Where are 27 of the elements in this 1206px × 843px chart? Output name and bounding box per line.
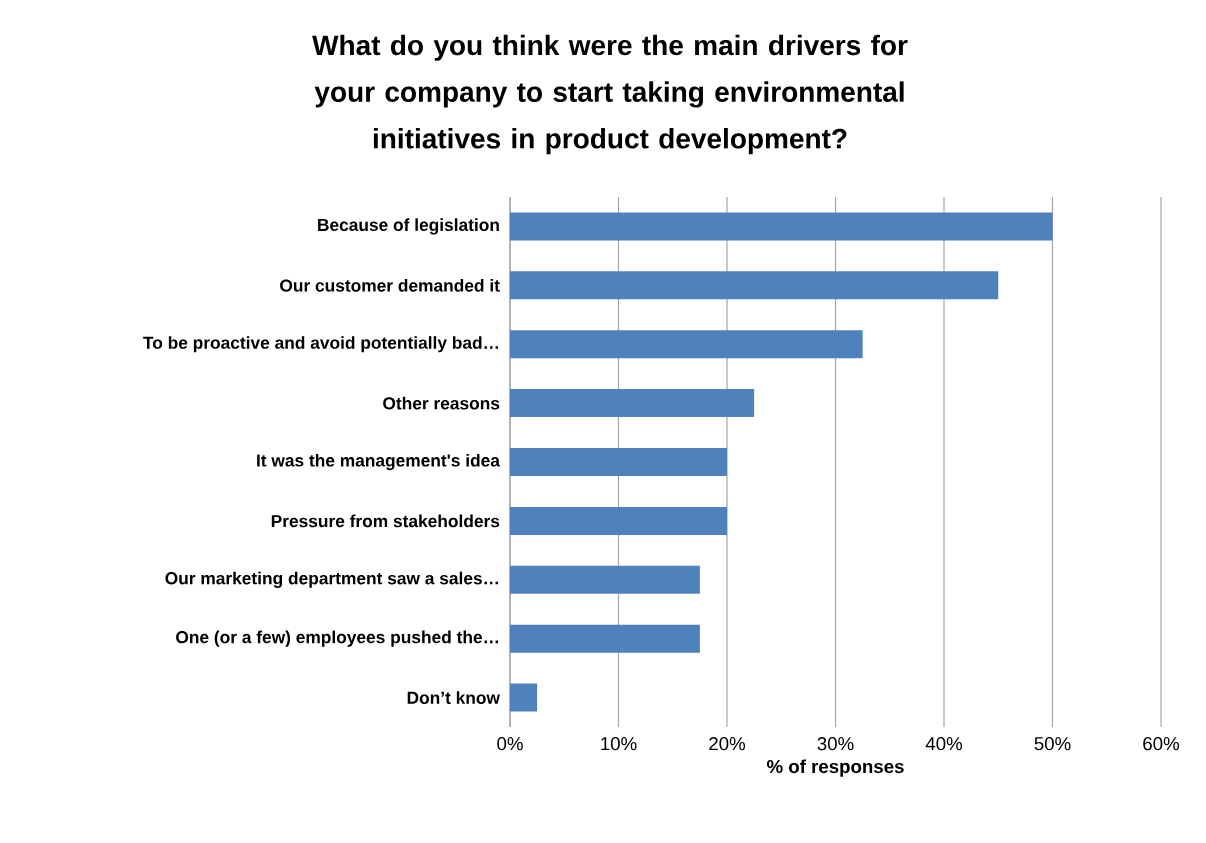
x-tick-label: 0% bbox=[497, 737, 523, 751]
y-tick-label: Don’t know bbox=[407, 691, 500, 704]
y-tick-label: Pressure from stakeholders bbox=[271, 514, 500, 528]
x-axis-title: % of responses bbox=[766, 759, 904, 777]
y-tick-label: Other reasons bbox=[383, 396, 500, 410]
x-tick-label: 20% bbox=[709, 737, 746, 751]
x-tick-label: 50% bbox=[1034, 737, 1071, 751]
bar bbox=[510, 330, 863, 359]
bar bbox=[510, 389, 755, 418]
x-tick-label: 40% bbox=[925, 737, 963, 751]
y-tick-label: Our customer demanded it bbox=[280, 278, 500, 292]
bar bbox=[510, 683, 538, 712]
y-tick-label: Because of legislation bbox=[318, 218, 499, 235]
x-tick-label: 10% bbox=[601, 737, 637, 751]
bar bbox=[510, 506, 727, 535]
bar bbox=[510, 624, 700, 653]
x-tick-label: 60% bbox=[1143, 737, 1180, 751]
bar bbox=[510, 271, 999, 300]
y-tick-label: To be proactive and avoid potentially bad… bbox=[143, 336, 498, 353]
y-tick-label: Our marketing department saw a sales… bbox=[165, 571, 498, 588]
bar bbox=[510, 448, 727, 477]
chart-title: What do you think were the main drivers for your company to start taking environmental initiatives in product development? bbox=[312, 34, 908, 155]
bar bbox=[510, 565, 700, 594]
y-tick-label: One (or a few) employees pushed the… bbox=[176, 630, 498, 647]
bar bbox=[510, 212, 1053, 241]
x-tick-label: 30% bbox=[817, 737, 854, 751]
y-tick-label: It was the management's idea bbox=[257, 453, 501, 471]
